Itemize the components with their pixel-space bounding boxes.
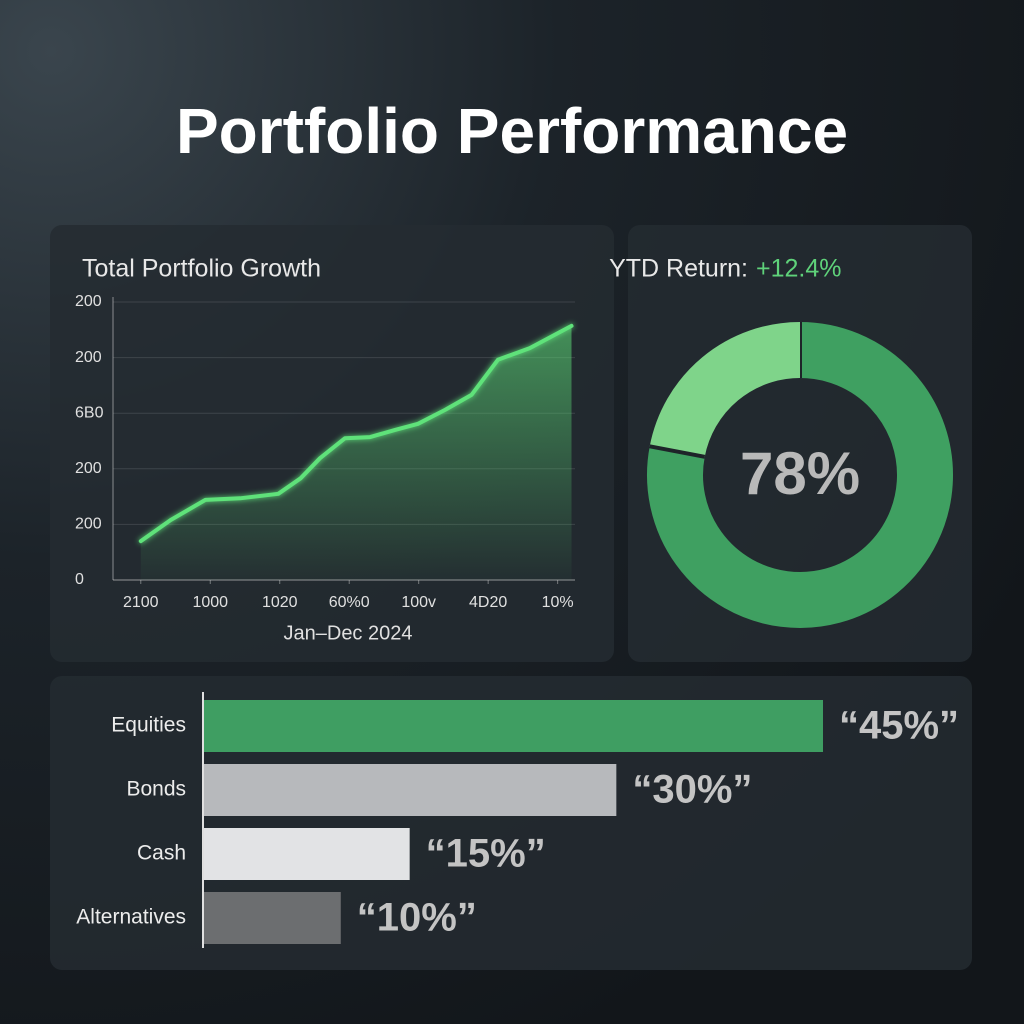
center-label: 78% xyxy=(740,440,860,507)
category-label: Alternatives xyxy=(76,906,186,929)
bar xyxy=(203,828,410,880)
donut-segment xyxy=(647,322,953,628)
x-tick-label: 1000 xyxy=(192,594,228,611)
category-label: Bonds xyxy=(126,778,186,801)
y-tick-label: 200 xyxy=(75,516,102,533)
y-tick-label: 200 xyxy=(75,349,102,366)
bar xyxy=(203,764,617,816)
x-tick-label: 2100 xyxy=(123,594,159,611)
y-tick-label: 6B0 xyxy=(75,404,104,421)
x-tick-label: 60%0 xyxy=(329,594,370,611)
segment-divider xyxy=(649,444,706,459)
chart-title: YTD Return: xyxy=(609,255,748,283)
category-label: Equities xyxy=(111,714,186,737)
y-tick-label: 200 xyxy=(75,460,102,477)
page-title: Portfolio Performance xyxy=(176,95,848,167)
value-label: “45%” xyxy=(839,704,959,748)
x-tick-label: 1020 xyxy=(262,594,298,611)
bar xyxy=(203,892,341,944)
value-label: “10%” xyxy=(357,896,477,940)
category-label: Cash xyxy=(137,842,186,865)
value-label: “15%” xyxy=(426,832,546,876)
line xyxy=(138,323,574,544)
y-tick-label: 200 xyxy=(75,293,102,310)
x-tick-label: 4D20 xyxy=(469,594,507,611)
bar xyxy=(203,700,823,752)
donut-segment xyxy=(649,322,801,458)
x-tick-label: 10% xyxy=(542,594,574,611)
x-axis-label: Jan–Dec 2024 xyxy=(284,622,413,644)
value-label: “30%” xyxy=(632,768,752,812)
area xyxy=(140,325,572,580)
y-tick-label: 0 xyxy=(75,571,84,588)
x-tick-label: 100v xyxy=(401,594,436,611)
return-value: +12.4% xyxy=(756,255,842,283)
chart-title: Total Portfolio Growth xyxy=(82,255,321,283)
